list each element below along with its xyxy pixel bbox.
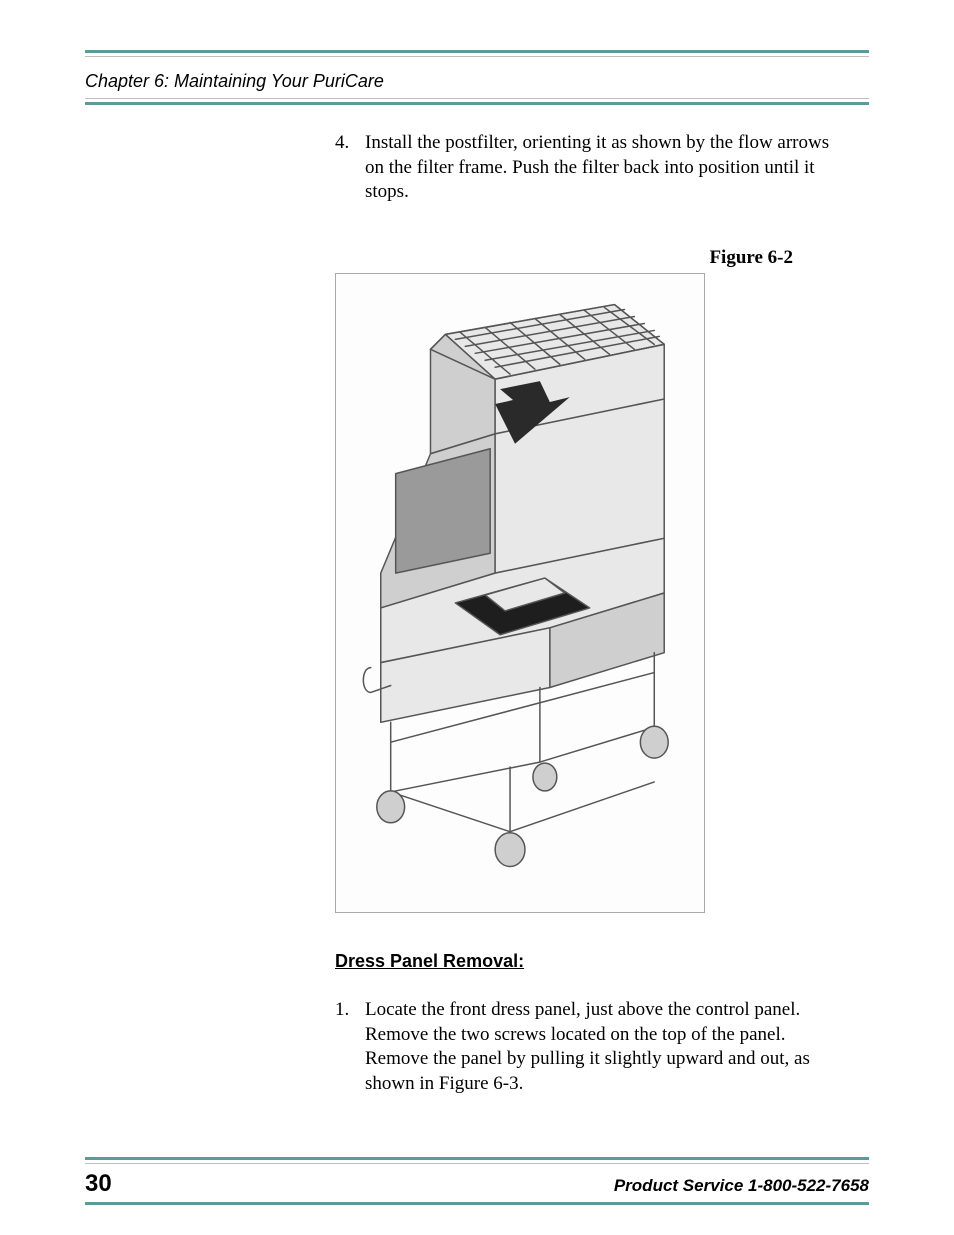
step-1: 1. Locate the front dress panel, just ab… bbox=[335, 998, 849, 1097]
step-1-number: 1. bbox=[335, 998, 365, 1097]
figure-6-2 bbox=[335, 273, 705, 913]
step-4-number: 4. bbox=[335, 131, 365, 205]
page-root: Chapter 6: Maintaining Your PuriCare 4. … bbox=[0, 0, 954, 1235]
footer: 30 Product Service 1-800-522-7658 bbox=[85, 1157, 869, 1205]
step-4: 4. Install the postfilter, orienting it … bbox=[335, 131, 849, 205]
chapter-heading: Chapter 6: Maintaining Your PuriCare bbox=[85, 71, 869, 92]
figure-6-2-svg bbox=[336, 274, 704, 912]
footer-rule-thick-bottom bbox=[85, 1202, 869, 1205]
footer-service-text: Product Service 1-800-522-7658 bbox=[614, 1176, 869, 1196]
top-rule-thin bbox=[85, 56, 869, 57]
step-4-text: Install the postfilter, orienting it as … bbox=[365, 131, 849, 205]
step-1-text: Locate the front dress panel, just above… bbox=[365, 998, 849, 1097]
heading-rule-thick bbox=[85, 102, 869, 105]
section-heading-dress-panel: Dress Panel Removal: bbox=[335, 951, 849, 972]
figure-caption: Figure 6-2 bbox=[335, 247, 793, 269]
page-number: 30 bbox=[85, 1170, 112, 1198]
content-block: 4. Install the postfilter, orienting it … bbox=[335, 131, 849, 1097]
